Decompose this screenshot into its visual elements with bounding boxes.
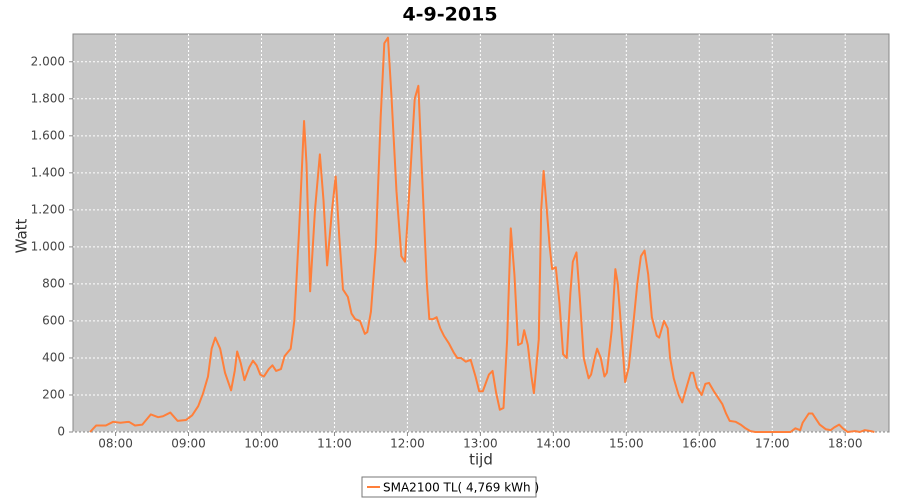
y-tick-label: 600 xyxy=(42,313,65,327)
x-tick-label: 09:00 xyxy=(171,437,206,451)
legend-label: SMA2100 TL( 4,769 kWh ) xyxy=(383,481,539,495)
y-tick-label: 1.400 xyxy=(31,165,65,179)
y-tick-label: 1.600 xyxy=(31,128,65,142)
y-tick-label: 1.000 xyxy=(31,239,65,253)
x-tick-label: 12:00 xyxy=(390,437,425,451)
series-line xyxy=(89,36,875,433)
y-tick-label: 1.200 xyxy=(31,202,65,216)
y-tick-label: 800 xyxy=(42,276,65,290)
x-tick-label: 17:00 xyxy=(755,437,790,451)
plot-area xyxy=(72,33,890,433)
x-tick-label: 18:00 xyxy=(828,437,863,451)
y-tick-label: 0 xyxy=(57,425,65,439)
legend xyxy=(361,476,537,498)
x-tick-label: 16:00 xyxy=(682,437,717,451)
y-tick-label: 1.800 xyxy=(31,91,65,105)
x-tick-label: 11:00 xyxy=(317,437,352,451)
x-tick-label: 15:00 xyxy=(609,437,644,451)
x-axis-label: tijd xyxy=(469,451,493,469)
x-tick-label: 08:00 xyxy=(98,437,133,451)
x-tick-label: 13:00 xyxy=(463,437,498,451)
x-tick-label: 10:00 xyxy=(244,437,279,451)
x-tick-label: 14:00 xyxy=(536,437,571,451)
chart-title: 4-9-2015 xyxy=(402,4,497,26)
y-tick-label: 2.000 xyxy=(31,54,65,68)
y-tick-label: 400 xyxy=(42,350,65,364)
y-tick-label: 200 xyxy=(42,387,65,401)
y-axis-label: Watt xyxy=(13,218,31,253)
